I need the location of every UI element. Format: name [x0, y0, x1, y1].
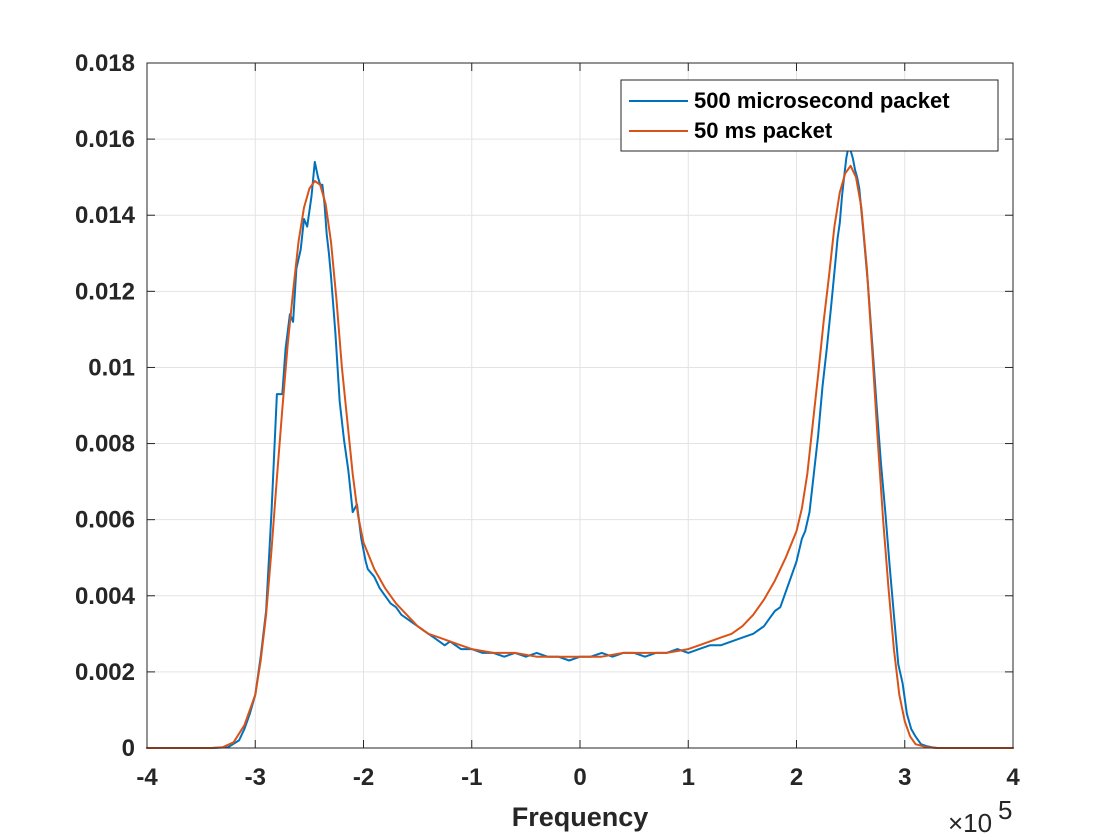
legend-label-50-ms: 50 ms packet — [694, 118, 833, 143]
x-tick-label: 3 — [898, 764, 911, 791]
x-tick-label: 4 — [1006, 764, 1020, 791]
x-tick-label: -1 — [461, 764, 482, 791]
x-multiplier-text: ×10 — [948, 808, 992, 838]
x-tick-label: 0 — [573, 764, 586, 791]
x-axis-label: Frequency — [512, 802, 649, 832]
legend-box — [620, 79, 999, 152]
legend-label-500-microsecond: 500 microsecond packet — [694, 88, 950, 113]
series-layer — [146, 145, 1014, 749]
y-tick-label: 0.016 — [75, 126, 135, 153]
x-tick-label: -4 — [136, 764, 158, 791]
x-multiplier-exponent: 5 — [998, 795, 1012, 825]
x-axis-multiplier: ×10 5 — [948, 795, 1012, 838]
y-tick-label: 0.012 — [75, 278, 135, 305]
x-tick-label: -3 — [245, 764, 266, 791]
axis-ticks — [146, 62, 1014, 749]
series-line-1 — [146, 164, 1014, 749]
y-tick-label: 0.006 — [75, 507, 135, 534]
y-tick-label: 0.002 — [75, 659, 135, 686]
y-tick-label: 0.014 — [75, 202, 136, 229]
x-tick-label: 2 — [790, 764, 803, 791]
x-tick-label: -2 — [353, 764, 374, 791]
y-tick-labels: 0 0.002 0.004 0.006 0.008 0.01 0.012 0.014 0.016… — [75, 50, 136, 762]
series-line-0 — [146, 145, 1014, 749]
x-tick-labels: -4 -3 -2 -1 0 1 2 3 4 — [136, 764, 1020, 791]
legend: 500 microsecond packet 50 ms packet — [620, 79, 999, 152]
y-tick-label: 0.01 — [88, 354, 135, 381]
y-tick-label: 0.008 — [75, 431, 135, 458]
y-tick-label: 0.004 — [75, 583, 136, 610]
y-tick-label: 0 — [122, 735, 135, 762]
x-tick-label: 1 — [682, 764, 695, 791]
y-tick-label: 0.018 — [75, 50, 135, 77]
